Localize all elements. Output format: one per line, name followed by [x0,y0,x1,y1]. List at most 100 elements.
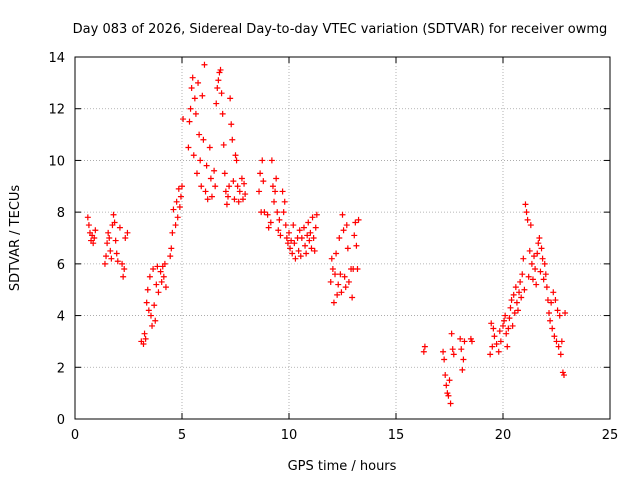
data-point [213,100,220,107]
data-point [311,247,318,254]
data-point [268,157,275,164]
data-point [560,372,567,379]
data-point [113,250,120,257]
data-point [147,312,154,319]
data-point [556,312,563,319]
data-point [242,191,249,198]
data-point [523,209,530,216]
data-point [226,183,233,190]
y-tick-label: 10 [48,154,65,169]
y-tick-label: 2 [57,361,65,376]
data-point [304,232,311,239]
data-point [305,219,312,226]
data-point [122,235,129,241]
data-point [496,328,503,335]
data-point [540,276,547,283]
data-point [193,170,200,177]
data-point [179,183,185,190]
data-point [295,247,302,254]
data-point [519,271,526,278]
data-point [140,341,147,348]
data-point [186,118,193,125]
x-tick-label: 25 [602,428,619,443]
grid-lines [75,57,610,419]
data-point [157,268,164,275]
data-point [259,157,266,164]
x-axis-label: GPS time / hours [288,459,397,474]
data-point [143,299,150,306]
data-point [335,281,342,288]
data-point [150,266,157,273]
data-point [330,299,337,306]
data-point [520,255,527,262]
data-point [512,284,519,291]
data-point [549,325,556,332]
data-point [312,224,319,231]
data-point [195,79,202,86]
data-point [557,351,564,358]
data-point [310,235,317,241]
plot-frame [74,56,611,420]
data-point [222,188,229,195]
data-point [509,322,516,329]
data-point [534,250,541,257]
data-point [448,330,455,337]
data-point [196,131,203,138]
data-point [199,92,206,99]
data-point [111,219,118,226]
data-point [176,203,183,210]
data-point [106,235,113,241]
data-point [488,320,495,327]
y-tick-label: 14 [48,51,65,66]
data-point [443,382,450,389]
data-point [204,196,211,203]
data-point [308,245,315,252]
data-point [273,175,280,182]
data-point [501,317,508,324]
data-point [220,141,227,148]
data-point [550,289,557,296]
data-point [539,255,546,262]
data-point [212,183,219,190]
data-point [543,284,550,291]
data-point [497,338,504,345]
data-point [275,227,282,234]
data-point [493,341,500,348]
data-point [141,330,148,337]
data-point [447,400,454,407]
data-point [450,351,457,358]
data-point [85,222,92,229]
data-point [221,170,228,177]
data-point [201,61,208,68]
data-point [235,198,242,205]
data-point [508,297,515,304]
data-point [180,116,187,123]
data-point [502,312,509,319]
data-point [185,144,192,151]
data-point [162,284,169,291]
data-point [516,289,523,296]
data-point [329,266,336,273]
data-point [328,255,335,262]
data-point [510,291,517,298]
data-point [526,247,533,254]
data-point [92,227,99,234]
data-point [341,273,348,280]
data-point [547,317,554,324]
data-point [190,152,197,159]
data-point [531,253,538,260]
data-point [511,309,518,316]
data-point [460,356,467,363]
data-point [151,302,158,309]
data-point [457,335,464,342]
data-point [219,110,226,117]
data-point [274,209,281,216]
data-point [108,255,115,262]
data-point [336,235,343,241]
data-point [90,240,97,247]
data-point [555,343,562,350]
data-point [286,229,292,236]
data-point [112,237,119,244]
data-point [161,260,168,267]
y-tick-label: 0 [57,413,65,428]
